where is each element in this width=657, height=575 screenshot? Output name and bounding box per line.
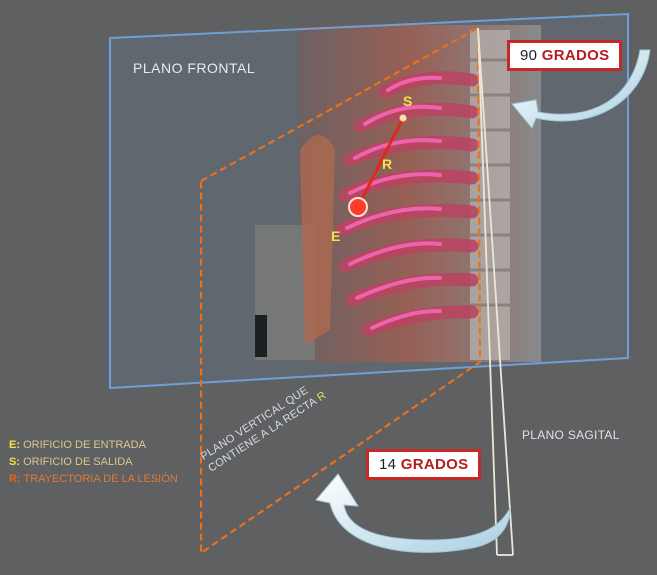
- thorax-reconstruction: [255, 25, 541, 362]
- exit-point-label: S: [403, 93, 413, 109]
- sagital-plane-label: PLANO SAGITAL: [522, 428, 620, 442]
- frontal-plane-label: PLANO FRONTAL: [133, 60, 256, 76]
- legend-text-exit: ORIFICIO DE SALIDA: [23, 456, 133, 468]
- entry-point-label: E: [331, 228, 341, 244]
- legend-key-trajectory: R:: [9, 473, 21, 485]
- legend-item-entry: E: ORIFICIO DE ENTRADA: [9, 437, 178, 454]
- legend-item-exit: S: ORIFICIO DE SALIDA: [9, 454, 178, 471]
- legend: E: ORIFICIO DE ENTRADA S: ORIFICIO DE SA…: [9, 437, 178, 488]
- vertical-plane: [199, 26, 482, 556]
- sagital-plane: [477, 27, 514, 556]
- legend-item-trajectory: R: TRAYECTORIA DE LA LESIÓN: [9, 471, 178, 488]
- legend-text-entry: ORIFICIO DE ENTRADA: [23, 439, 146, 451]
- exit-point: [399, 114, 407, 122]
- rotation-arrow-14-icon: [315, 473, 511, 553]
- angle-90-box: 90 GRADOS: [507, 40, 623, 71]
- legend-key-entry: E:: [9, 439, 20, 451]
- angle-14-box: 14 GRADOS: [366, 449, 482, 480]
- angle-90-value: 90: [520, 47, 538, 64]
- rotation-arrow-90-icon: [511, 49, 651, 129]
- trajectory-label: R: [382, 156, 393, 172]
- entry-point: [348, 197, 368, 217]
- trajectory-line: [356, 117, 405, 208]
- angle-14-value: 14: [379, 456, 397, 473]
- legend-key-exit: S:: [9, 456, 20, 468]
- legend-text-trajectory: TRAYECTORIA DE LA LESIÓN: [23, 473, 178, 485]
- angle-90-unit: GRADOS: [541, 47, 610, 64]
- angle-14-unit: GRADOS: [400, 456, 469, 473]
- frontal-plane: [109, 12, 629, 390]
